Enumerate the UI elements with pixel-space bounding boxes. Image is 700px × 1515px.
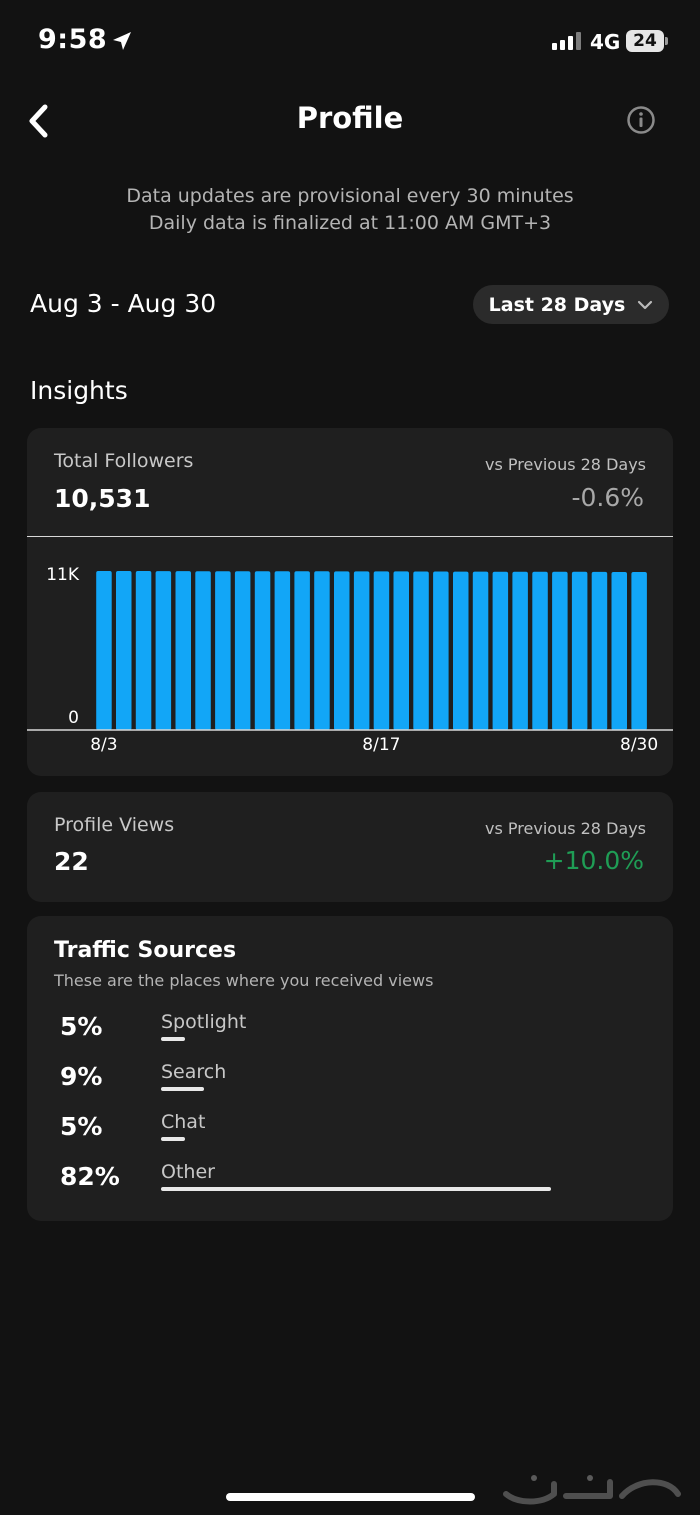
chart-bar xyxy=(453,571,469,730)
battery-tip xyxy=(665,37,668,45)
chart-bar xyxy=(373,571,390,730)
cellular-signal-icon xyxy=(552,32,581,50)
chevron-left-icon[interactable] xyxy=(24,103,54,139)
followers-value: 10,531 xyxy=(54,484,151,513)
chart-bar xyxy=(532,571,548,731)
range-selector-label: Last 28 Days xyxy=(488,293,626,316)
y-tick-label-max: 11K xyxy=(46,565,80,585)
profile-views-label: Profile Views xyxy=(54,814,175,836)
profile-views-delta: +10.0% xyxy=(543,846,644,875)
traffic-source-name: Search xyxy=(161,1061,227,1083)
x-tick-label: 8/30 xyxy=(620,735,658,755)
chart-divider xyxy=(27,536,673,537)
info-icon[interactable] xyxy=(626,105,656,135)
chart-bar xyxy=(314,571,330,730)
profile-views-value: 22 xyxy=(54,847,89,876)
network-type: 4G xyxy=(590,30,621,54)
traffic-source-pct: 82% xyxy=(60,1162,120,1191)
range-selector[interactable]: Last 28 Days xyxy=(473,285,669,324)
chart-bar xyxy=(254,571,271,730)
chart-bar xyxy=(631,572,647,730)
traffic-source-pct: 5% xyxy=(60,1112,103,1141)
traffic-source-pct: 5% xyxy=(60,1012,103,1041)
chart-bar xyxy=(591,571,608,730)
chart-bar xyxy=(472,571,489,730)
chart-bar xyxy=(492,571,509,730)
location-arrow-icon xyxy=(113,32,131,50)
traffic-source-bar xyxy=(161,1137,185,1141)
traffic-source-name: Chat xyxy=(161,1111,206,1133)
traffic-source-bar xyxy=(161,1087,204,1091)
data-update-notice: Data updates are provisional every 30 mi… xyxy=(0,183,700,237)
chart-bar xyxy=(393,571,409,730)
chart-bar xyxy=(135,571,152,730)
traffic-source-name: Other xyxy=(161,1161,215,1183)
traffic-source-name: Spotlight xyxy=(161,1011,247,1033)
section-title: Insights xyxy=(30,376,128,405)
y-tick-label-min: 0 xyxy=(68,708,79,728)
followers-delta: -0.6% xyxy=(571,483,644,512)
chart-bar xyxy=(96,571,112,730)
traffic-source-bar xyxy=(161,1187,551,1191)
notice-line-2: Daily data is finalized at 11:00 AM GMT+… xyxy=(148,212,552,234)
chart-bar xyxy=(571,571,588,730)
chart-bar xyxy=(433,571,449,730)
followers-bar-chart: 11K 0 8/3 8/17 8/30 xyxy=(27,565,673,755)
followers-compare-label: vs Previous 28 Days xyxy=(485,455,646,474)
traffic-sources-subtitle: These are the places where you received … xyxy=(54,971,434,990)
x-tick-label: 8/17 xyxy=(362,735,400,755)
chart-bar xyxy=(274,571,291,730)
chart-bar xyxy=(215,571,231,730)
chart-bar xyxy=(512,571,528,730)
chart-bar xyxy=(195,571,211,730)
home-indicator[interactable] xyxy=(226,1493,475,1501)
status-time: 9:58 xyxy=(38,24,108,55)
date-range: Aug 3 - Aug 30 xyxy=(30,289,217,318)
chart-bar xyxy=(234,571,251,730)
traffic-sources-title: Traffic Sources xyxy=(54,938,237,963)
profile-views-card[interactable] xyxy=(27,792,673,902)
chart-bar xyxy=(611,572,627,730)
traffic-source-pct: 9% xyxy=(60,1062,103,1091)
traffic-source-bar xyxy=(161,1037,185,1041)
x-tick-label: 8/3 xyxy=(90,735,117,755)
chart-bar xyxy=(175,571,191,730)
followers-label: Total Followers xyxy=(54,450,194,472)
notice-line-1: Data updates are provisional every 30 mi… xyxy=(126,185,574,207)
chart-bar xyxy=(552,571,568,731)
chart-bar xyxy=(413,571,429,730)
page-title: Profile xyxy=(296,101,404,135)
chart-bar xyxy=(353,571,370,730)
chart-bar xyxy=(116,571,132,730)
traffic-sources-card xyxy=(27,916,673,1221)
chart-bar xyxy=(334,571,350,730)
chart-bar xyxy=(155,571,172,730)
chart-bar xyxy=(294,571,310,730)
watermark-logo xyxy=(503,1475,681,1505)
chevron-down-icon xyxy=(638,300,653,309)
battery-icon: 24 xyxy=(626,30,664,52)
profile-views-compare-label: vs Previous 28 Days xyxy=(485,819,646,838)
